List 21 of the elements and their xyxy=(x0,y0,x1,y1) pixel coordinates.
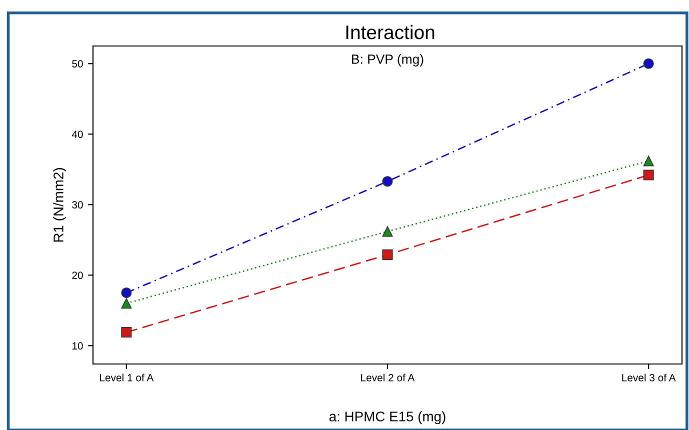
x-tick-label: Level 1 of A xyxy=(100,374,154,382)
point xyxy=(643,170,654,180)
y-tick-label: 50 xyxy=(72,60,83,68)
point xyxy=(382,176,393,187)
y-axis-title: R1 (N/mm2) xyxy=(53,168,66,242)
y-tick-label: 10 xyxy=(72,342,83,350)
y-tick-label: 30 xyxy=(72,201,83,209)
x-tick-label: Level 2 of A xyxy=(361,374,415,382)
text: B: PVP (mg) xyxy=(352,54,424,66)
point xyxy=(643,58,654,69)
x-tick-label: Level 3 of A xyxy=(622,374,676,382)
point xyxy=(382,226,393,237)
point xyxy=(121,298,132,309)
y-tick-label: 20 xyxy=(72,272,83,280)
y-tick-label: 40 xyxy=(72,130,83,138)
point xyxy=(643,156,654,166)
chart-title: Interaction xyxy=(346,24,434,40)
point xyxy=(382,249,393,260)
point xyxy=(121,326,132,338)
point xyxy=(121,288,132,298)
x-axis-title: a: HPMC E15 (mg) xyxy=(329,411,446,424)
